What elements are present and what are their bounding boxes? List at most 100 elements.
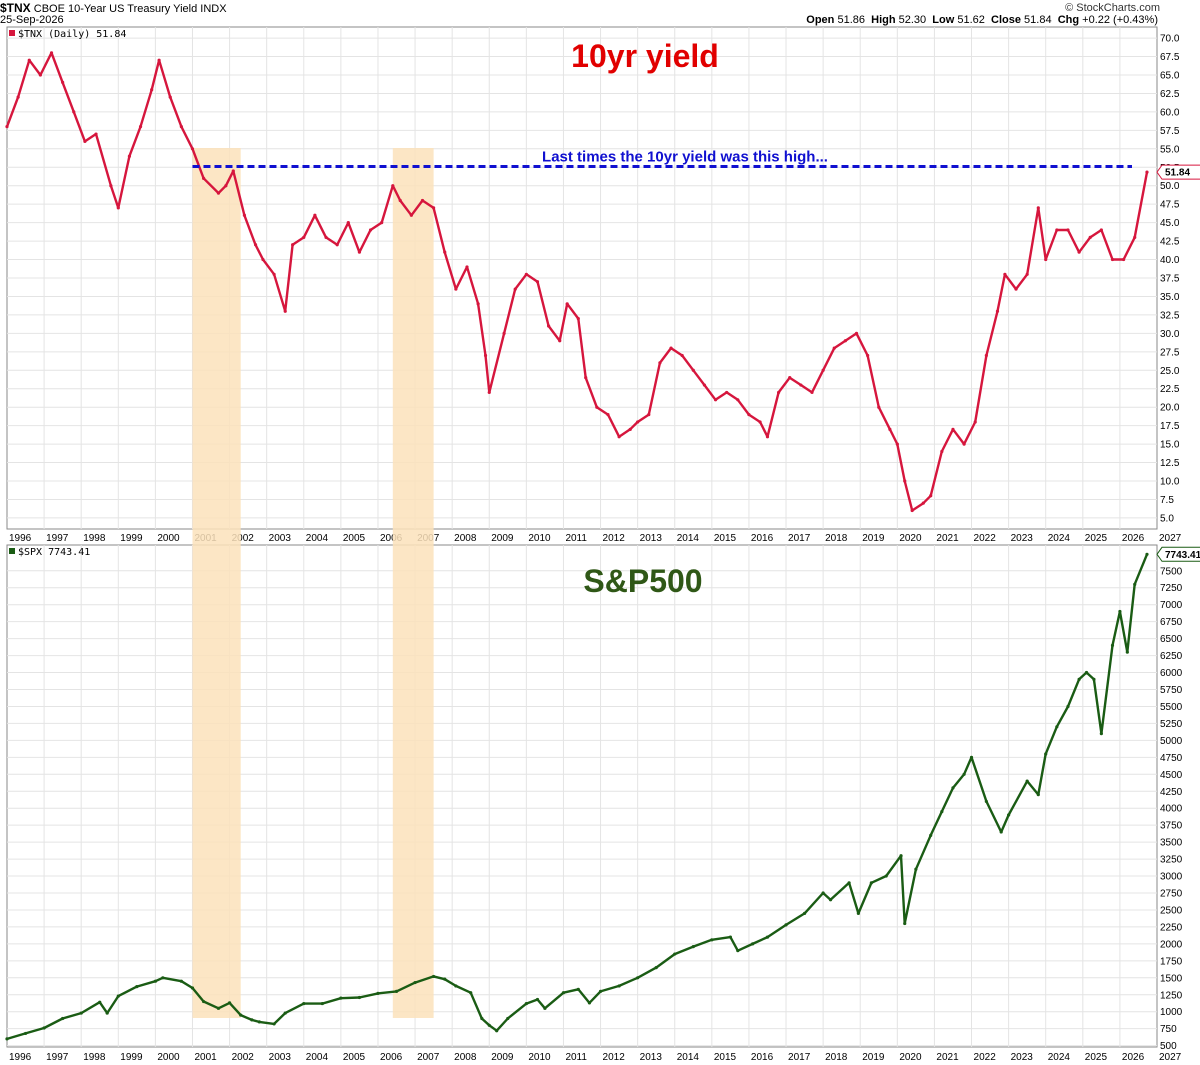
- annotation-label: Last times the 10yr yield was this high.…: [542, 149, 828, 166]
- data-point-spx: [1145, 552, 1149, 556]
- data-point-spx: [1025, 779, 1029, 783]
- data-point-spx: [576, 987, 580, 991]
- data-point-spx: [1036, 793, 1040, 797]
- data-point-spx: [480, 1016, 484, 1021]
- legend-swatch-yield: [9, 30, 15, 36]
- data-point-yield: [995, 309, 1000, 313]
- data-point-yield: [283, 309, 287, 313]
- x-tick-label-yield: 2022: [974, 533, 997, 544]
- y-tick-label-spx: 6000: [1160, 668, 1183, 679]
- data-point-spx: [884, 874, 888, 878]
- y-tick-label-yield: 55.0: [1160, 144, 1180, 155]
- data-point-yield: [940, 449, 944, 454]
- data-point-yield: [261, 257, 265, 262]
- data-point-spx: [357, 995, 362, 1000]
- data-point-spx: [999, 830, 1003, 834]
- open-value: 51.86: [837, 14, 865, 26]
- panel-title-spx: S&P500: [583, 563, 702, 599]
- data-point-yield: [606, 412, 610, 417]
- data-point-spx: [728, 935, 732, 939]
- data-point-yield: [291, 243, 295, 247]
- x-tick-label-yield: 2024: [1048, 533, 1071, 544]
- y-tick-label-spx: 1000: [1160, 1007, 1183, 1018]
- x-tick-label-spx: 2019: [862, 1052, 885, 1063]
- y-tick-label-yield: 40.0: [1160, 255, 1180, 266]
- data-point-yield: [788, 376, 792, 380]
- data-point-spx: [847, 881, 851, 885]
- y-tick-label-yield: 12.5: [1160, 458, 1180, 469]
- data-point-yield: [973, 420, 977, 424]
- low-value: 51.62: [957, 14, 985, 26]
- data-point-spx: [495, 1029, 499, 1033]
- data-point-yield: [61, 80, 65, 84]
- x-tick-label-yield: 2012: [603, 533, 626, 544]
- x-tick-label-yield: 2000: [157, 533, 180, 544]
- data-point-spx: [394, 989, 399, 993]
- x-tick-label-yield: 2017: [788, 533, 811, 544]
- data-point-yield: [335, 243, 339, 247]
- highlight-band: [192, 148, 241, 1018]
- data-point-yield: [346, 221, 350, 225]
- data-point-spx: [105, 1011, 109, 1015]
- data-point-spx: [320, 1001, 324, 1006]
- x-tick-label-yield: 2011: [565, 533, 587, 544]
- data-point-yield: [691, 368, 695, 372]
- x-tick-label-yield: 2025: [1085, 533, 1108, 544]
- data-point-spx: [784, 923, 788, 927]
- last-value-text-yield: 51.84: [1165, 168, 1190, 179]
- data-point-yield: [487, 390, 491, 395]
- x-tick-label-yield: 2006: [380, 533, 403, 544]
- data-point-yield: [1145, 170, 1149, 174]
- data-point-spx: [1055, 725, 1059, 729]
- data-point-yield: [821, 368, 825, 372]
- y-tick-label-spx: 2500: [1160, 905, 1183, 916]
- data-point-yield: [617, 435, 621, 439]
- data-point-yield: [1077, 250, 1081, 254]
- y-tick-label-yield: 45.0: [1160, 218, 1180, 229]
- y-tick-label-spx: 5000: [1160, 736, 1183, 747]
- data-point-spx: [1110, 643, 1115, 648]
- data-point-spx: [535, 997, 540, 1002]
- stockcharts-credit[interactable]: © StockCharts.com: [1065, 2, 1160, 14]
- y-tick-label-spx: 6500: [1160, 634, 1183, 645]
- data-point-yield: [843, 339, 847, 343]
- x-tick-label-spx: 1996: [9, 1052, 32, 1063]
- data-point-yield: [454, 287, 458, 291]
- data-point-yield: [216, 191, 221, 195]
- data-point-yield: [713, 398, 718, 402]
- data-point-yield: [1088, 235, 1092, 239]
- data-point-spx: [802, 911, 807, 915]
- x-tick-label-spx: 2014: [677, 1052, 700, 1063]
- y-tick-label-spx: 1750: [1160, 956, 1183, 967]
- y-tick-label-spx: 4750: [1160, 753, 1183, 764]
- series-line-spx: [6, 553, 1149, 1041]
- panel-title-yield: 10yr yield: [571, 38, 719, 74]
- data-point-yield: [524, 272, 528, 276]
- data-point-yield: [116, 206, 120, 210]
- y-tick-label-yield: 70.0: [1160, 34, 1180, 45]
- x-tick-label-yield: 1997: [46, 533, 69, 544]
- y-tick-label-yield: 5.0: [1160, 513, 1174, 524]
- data-point-spx: [202, 999, 206, 1004]
- x-tick-label-spx: 2024: [1048, 1052, 1071, 1063]
- y-tick-label-yield: 30.0: [1160, 329, 1180, 340]
- y-tick-label-yield: 42.5: [1160, 237, 1180, 248]
- data-point-spx: [962, 772, 966, 776]
- last-value-tag-spx: [1156, 546, 1200, 562]
- data-point-spx: [1007, 813, 1011, 817]
- data-point-spx: [1118, 609, 1122, 614]
- x-tick-label-yield: 2009: [491, 533, 514, 544]
- x-tick-label-spx: 2001: [194, 1052, 217, 1063]
- y-tick-label-yield: 32.5: [1160, 310, 1180, 321]
- x-tick-label-spx: 1999: [120, 1052, 143, 1063]
- data-point-spx: [710, 938, 714, 942]
- data-point-yield: [1014, 287, 1018, 291]
- x-tick-label-spx: 2026: [1122, 1052, 1145, 1063]
- data-point-spx: [587, 1001, 592, 1005]
- data-point-yield: [224, 184, 228, 188]
- data-point-spx: [1077, 677, 1081, 681]
- y-tick-label-spx: 7500: [1160, 566, 1183, 577]
- data-point-spx: [153, 979, 157, 983]
- data-point-spx: [469, 991, 473, 995]
